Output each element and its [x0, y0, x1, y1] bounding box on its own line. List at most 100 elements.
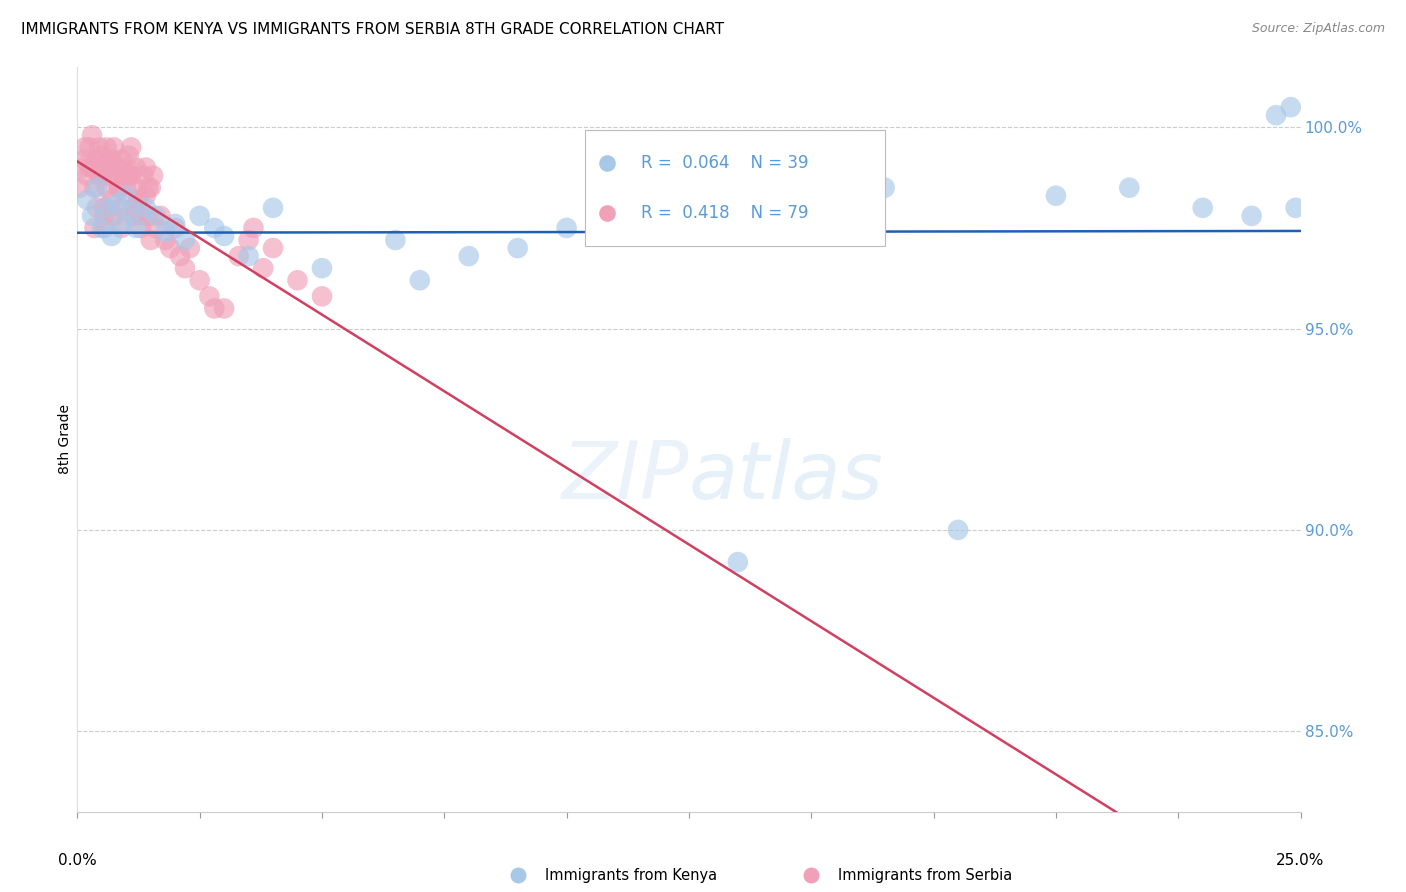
- Point: [174, 233, 197, 247]
- Point: [120, 169, 142, 183]
- Text: R =  0.418    N = 79: R = 0.418 N = 79: [641, 204, 808, 222]
- Point: [86, 180, 108, 194]
- Point: [135, 161, 157, 175]
- Point: [311, 289, 333, 303]
- Point: [165, 221, 187, 235]
- Point: [83, 180, 105, 194]
- Point: [103, 140, 125, 154]
- Point: [100, 229, 122, 244]
- Point: [96, 169, 118, 183]
- Point: [100, 153, 122, 167]
- Point: [1240, 209, 1263, 223]
- Text: 25.0%: 25.0%: [1277, 853, 1324, 868]
- Point: [165, 217, 187, 231]
- Point: [188, 273, 211, 287]
- Point: [202, 221, 225, 235]
- Point: [103, 209, 125, 223]
- Text: Source: ZipAtlas.com: Source: ZipAtlas.com: [1251, 22, 1385, 36]
- Point: [129, 221, 152, 235]
- Point: [86, 153, 108, 167]
- Point: [110, 153, 132, 167]
- Point: [70, 161, 93, 175]
- Point: [654, 209, 676, 223]
- Point: [136, 180, 159, 194]
- Point: [506, 241, 529, 255]
- Point: [110, 221, 132, 235]
- Point: [242, 221, 264, 235]
- Point: [80, 209, 103, 223]
- Point: [90, 169, 112, 183]
- Point: [79, 161, 101, 175]
- Point: [1118, 180, 1140, 194]
- Point: [169, 249, 191, 263]
- Point: [125, 180, 148, 194]
- Point: [409, 273, 432, 287]
- Point: [105, 169, 128, 183]
- Text: atlas: atlas: [689, 438, 884, 516]
- Point: [79, 140, 101, 154]
- Point: [202, 301, 225, 316]
- Text: Immigrants from Serbia: Immigrants from Serbia: [838, 868, 1012, 882]
- Text: IMMIGRANTS FROM KENYA VS IMMIGRANTS FROM SERBIA 8TH GRADE CORRELATION CHART: IMMIGRANTS FROM KENYA VS IMMIGRANTS FROM…: [21, 22, 724, 37]
- Point: [129, 209, 152, 223]
- Point: [212, 301, 235, 316]
- Point: [83, 221, 105, 235]
- Point: [238, 249, 260, 263]
- Point: [311, 261, 333, 276]
- Point: [115, 180, 138, 194]
- Point: [946, 523, 969, 537]
- Point: [96, 140, 118, 154]
- Text: 0.0%: 0.0%: [58, 853, 97, 868]
- Point: [93, 201, 115, 215]
- Point: [100, 193, 122, 207]
- Point: [238, 233, 260, 247]
- Point: [198, 289, 221, 303]
- Point: [1285, 201, 1308, 215]
- Point: [93, 209, 115, 223]
- Point: [80, 161, 103, 175]
- Point: [125, 221, 148, 235]
- Point: [120, 204, 142, 219]
- Point: [118, 148, 141, 162]
- Point: [93, 221, 115, 235]
- Point: [115, 161, 138, 175]
- Point: [149, 209, 172, 223]
- Point: [727, 555, 749, 569]
- FancyBboxPatch shape: [585, 130, 884, 245]
- Point: [174, 261, 197, 276]
- Point: [145, 209, 167, 223]
- Point: [212, 229, 235, 244]
- Point: [179, 241, 201, 255]
- Point: [262, 201, 284, 215]
- Point: [555, 221, 578, 235]
- Point: [159, 241, 181, 255]
- Point: [105, 196, 128, 211]
- Point: [457, 249, 479, 263]
- Point: [86, 201, 108, 215]
- Point: [188, 209, 211, 223]
- Point: [132, 169, 155, 183]
- Point: [105, 161, 128, 175]
- Point: [139, 233, 162, 247]
- Y-axis label: 8th Grade: 8th Grade: [58, 404, 72, 475]
- Point: [142, 169, 165, 183]
- Point: [108, 180, 131, 194]
- Point: [1265, 108, 1288, 122]
- Point: [73, 140, 96, 154]
- Point: [1191, 201, 1213, 215]
- Point: [145, 221, 167, 235]
- Point: [135, 201, 157, 215]
- Point: [155, 225, 177, 239]
- Point: [384, 233, 406, 247]
- Point: [118, 169, 141, 183]
- Point: [125, 161, 148, 175]
- Point: [873, 180, 896, 194]
- Text: R =  0.064    N = 39: R = 0.064 N = 39: [641, 153, 808, 171]
- Point: [252, 261, 274, 276]
- Point: [287, 273, 309, 287]
- Point: [76, 193, 98, 207]
- Point: [135, 188, 157, 202]
- Point: [120, 140, 142, 154]
- Point: [128, 193, 150, 207]
- Point: [73, 153, 96, 167]
